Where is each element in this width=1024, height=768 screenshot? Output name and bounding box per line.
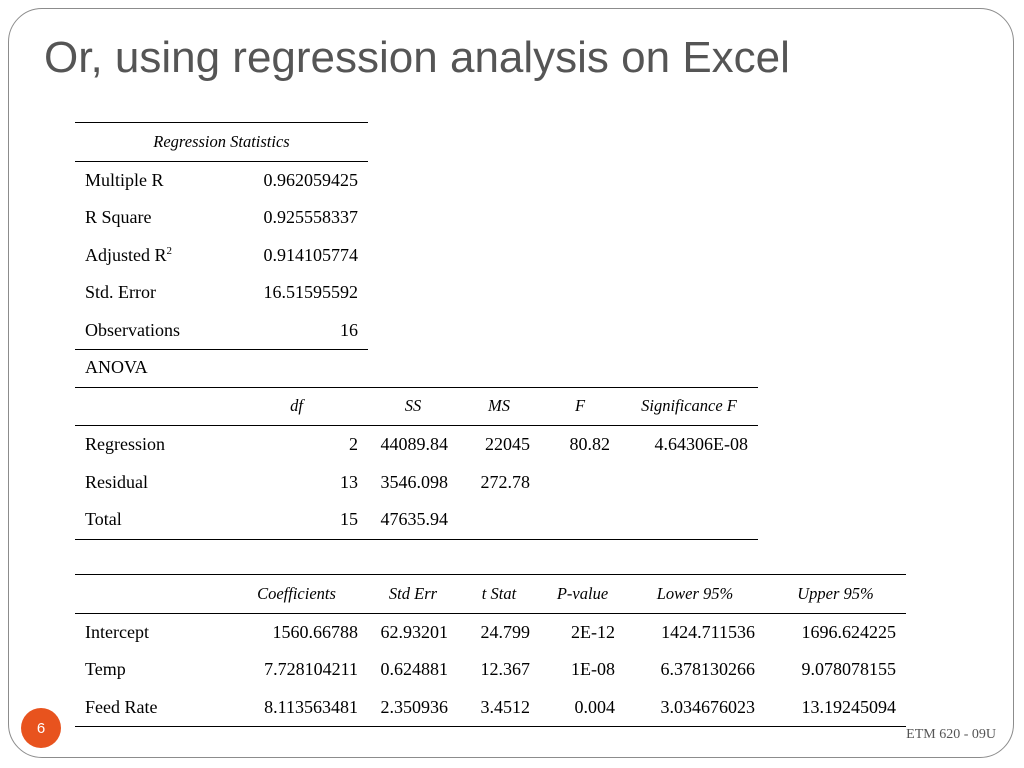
table-row: Multiple R 0.962059425	[75, 161, 368, 199]
table-cell: 44089.84	[380, 434, 449, 455]
stat-label: Multiple R	[85, 169, 164, 190]
stat-value: 16	[225, 311, 368, 350]
table-row: Temp 7.728104211 0.624881 12.367 1E-08 6…	[75, 651, 906, 689]
table-cell: 2.350936	[368, 688, 458, 727]
column-header: Lower 95%	[625, 574, 765, 614]
table-cell	[620, 464, 758, 502]
table-row: Regression 2 44089.84 22045 80.82 4.6430…	[75, 426, 758, 464]
anova-label-row: ANOVA	[75, 349, 758, 387]
column-header	[75, 386, 225, 426]
stat-label-adjusted-r2: Adjusted R2	[75, 237, 225, 275]
table-cell: 1696.624225	[801, 621, 897, 642]
column-header	[75, 574, 225, 614]
regression-statistics-header: Regression Statistics	[75, 122, 368, 162]
row-label: Intercept	[85, 621, 149, 642]
table-row: Intercept 1560.66788 62.93201 24.799 2E-…	[75, 613, 906, 651]
coefficients-header-row: Coefficients Std Err t Stat P-value Lowe…	[75, 574, 906, 614]
table-cell: 15	[225, 501, 368, 540]
anova-label: ANOVA	[85, 357, 148, 378]
table-cell: 6.378130266	[660, 659, 756, 680]
table-cell: 1E-08	[571, 659, 615, 680]
table-row: Observations 16	[75, 311, 368, 350]
table-row: R Square 0.925558337	[75, 199, 368, 237]
stat-label: Observations	[75, 311, 225, 350]
row-label: Regression	[85, 434, 165, 455]
column-header: Std Err	[368, 574, 458, 614]
column-header: Upper 95%	[765, 574, 906, 614]
row-label: Residual	[85, 471, 148, 492]
column-header: SS	[368, 386, 458, 426]
table-cell	[458, 501, 540, 540]
regression-statistics-header-row: Regression Statistics	[75, 122, 368, 162]
stat-label: Std. Error	[85, 282, 156, 303]
table-cell: 12.367	[480, 659, 531, 680]
table-cell: 7.728104211	[264, 659, 358, 680]
superscript: 2	[166, 244, 173, 257]
table-row: Std. Error 16.51595592	[75, 274, 368, 312]
stat-value: 16.51595592	[263, 282, 359, 303]
page-number-badge: 6	[21, 708, 61, 748]
regression-statistics-table: Regression Statistics Multiple R 0.96205…	[75, 122, 368, 350]
slide-frame	[8, 8, 1014, 758]
stat-value: 0.925558337	[263, 207, 359, 228]
coefficients-table: Coefficients Std Err t Stat P-value Lowe…	[75, 574, 906, 727]
anova-header-row: df SS MS F Significance F	[75, 386, 758, 426]
table-row: Residual 13 3546.098 272.78	[75, 464, 758, 502]
table-cell	[620, 501, 758, 540]
table-cell: 0.004	[540, 688, 625, 727]
table-cell: 80.82	[569, 434, 611, 455]
table-cell: 62.93201	[380, 621, 449, 642]
row-label: Temp	[85, 659, 126, 680]
table-cell: 22045	[485, 434, 530, 455]
table-cell: 13	[340, 471, 358, 492]
table-cell	[540, 501, 620, 540]
slide-title: Or, using regression analysis on Excel	[44, 33, 790, 82]
stat-label: R Square	[85, 207, 152, 228]
stat-label-text: Adjusted R	[85, 244, 167, 265]
table-cell: 0.624881	[380, 659, 449, 680]
table-cell: 1560.66788	[272, 621, 359, 642]
table-cell: 3546.098	[380, 471, 449, 492]
row-label: Feed Rate	[75, 688, 225, 727]
table-row: Adjusted R2 0.914105774	[75, 237, 368, 275]
stat-value: 0.914105774	[263, 244, 359, 265]
column-header: F	[540, 386, 620, 426]
stat-value: 0.962059425	[263, 169, 359, 190]
column-header: Significance F	[620, 386, 758, 426]
table-cell: 8.113563481	[225, 688, 368, 727]
column-header: t Stat	[458, 574, 540, 614]
table-cell: 13.19245094	[765, 688, 906, 727]
table-cell	[540, 464, 620, 502]
column-header: Coefficients	[225, 574, 368, 614]
column-header: P-value	[540, 574, 625, 614]
table-cell: 9.078078155	[801, 659, 897, 680]
table-cell: 47635.94	[368, 501, 458, 540]
table-cell: 2	[349, 434, 358, 455]
table-cell: 24.799	[480, 621, 531, 642]
column-header: df	[225, 386, 368, 426]
table-cell: 3.4512	[458, 688, 540, 727]
table-row: Total 15 47635.94	[75, 501, 758, 540]
column-header: MS	[458, 386, 540, 426]
table-cell: 3.034676023	[625, 688, 765, 727]
anova-table: ANOVA df SS MS F Significance F Regressi…	[75, 349, 758, 540]
table-cell: 272.78	[480, 471, 531, 492]
row-label: Total	[75, 501, 225, 540]
footer-text: ETM 620 - 09U	[906, 727, 996, 742]
table-cell: 2E-12	[571, 621, 615, 642]
table-row: Feed Rate 8.113563481 2.350936 3.4512 0.…	[75, 688, 906, 727]
table-cell: 4.64306E-08	[654, 434, 749, 455]
table-cell: 1424.711536	[661, 621, 755, 642]
